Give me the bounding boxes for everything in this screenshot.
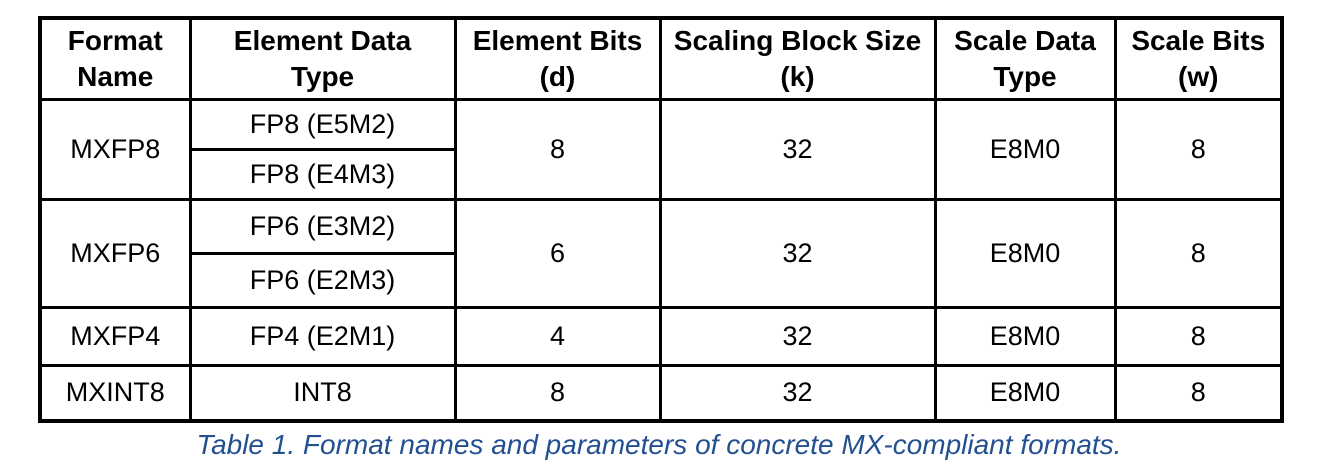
table-row-mxfp4: MXFP4 FP4 (E2M1) 4 32 E8M0 8 <box>38 305 1284 367</box>
header-line: (d) <box>539 60 576 92</box>
cell-scaling-block-size: 32 <box>658 305 937 367</box>
header-scale-bits: Scale Bits (w) <box>1113 16 1284 101</box>
header-line: Scaling Block Size <box>673 24 922 56</box>
cell-scaling-block-size: 32 <box>658 197 937 309</box>
cell-format-name: MXFP8 <box>38 97 192 201</box>
header-element-bits: Element Bits (d) <box>453 16 662 101</box>
cell-scaling-block-size: 32 <box>658 97 937 201</box>
cell-element-data-type: FP6 (E2M3) <box>188 251 457 309</box>
cell-element-bits: 8 <box>453 97 662 201</box>
cell-scale-bits: 8 <box>1113 305 1284 367</box>
cell-element-data-type: FP6 (E3M2) <box>188 197 457 255</box>
cell-element-data-type: FP8 (E4M3) <box>188 147 457 201</box>
table-subrow-mxfp6: FP6 (E2M3) <box>40 251 1282 309</box>
header-row: Format Name Element Data Type Element Bi… <box>38 16 1284 101</box>
cell-element-data-type: INT8 <box>188 363 457 423</box>
header-scale-data-type: Scale Data Type <box>933 16 1117 101</box>
header-line: Type <box>290 60 355 92</box>
cell-element-data-type: FP4 (E2M1) <box>188 305 457 367</box>
header-line: Scale Bits <box>1131 24 1266 56</box>
table-row-mxint8: MXINT8 INT8 8 32 E8M0 8 <box>38 363 1284 423</box>
header-scaling-block-size: Scaling Block Size (k) <box>658 16 937 101</box>
header-element-data-type: Element Data Type <box>188 16 457 101</box>
cell-format-name: MXINT8 <box>38 363 192 423</box>
header-format-name: Format Name <box>38 16 192 101</box>
header-line: (w) <box>1178 60 1219 92</box>
cell-format-name: MXFP6 <box>38 197 192 309</box>
mx-formats-table: Format Name Element Data Type Element Bi… <box>38 16 1284 423</box>
header-line: Element Data <box>233 24 412 56</box>
table-subrow-mxfp8: FP8 (E4M3) <box>40 147 1282 201</box>
table-row-mxfp6: MXFP6 FP6 (E3M2) 6 32 E8M0 8 <box>38 197 1284 309</box>
header-line: Element Bits <box>472 24 643 56</box>
cell-scale-data-type: E8M0 <box>933 197 1117 309</box>
cell-scale-data-type: E8M0 <box>933 97 1117 201</box>
header-line: Scale Data <box>954 24 1096 56</box>
table-caption: Table 1. Format names and parameters of … <box>196 429 1122 460</box>
cell-element-bits: 8 <box>453 363 662 423</box>
cell-scale-bits: 8 <box>1113 97 1284 201</box>
header-line: (k) <box>780 60 815 92</box>
cell-format-name: MXFP4 <box>38 305 192 367</box>
cell-element-bits: 6 <box>453 197 662 309</box>
cell-scale-bits: 8 <box>1113 197 1284 309</box>
table-row-mxfp8: MXFP8 FP8 (E5M2) 8 32 E8M0 8 <box>38 97 1284 201</box>
cell-scale-bits: 8 <box>1113 363 1284 423</box>
cell-element-bits: 4 <box>453 305 662 367</box>
header-line: Type <box>993 60 1057 92</box>
cell-element-data-type: FP8 (E5M2) <box>188 97 457 151</box>
cell-scale-data-type: E8M0 <box>933 305 1117 367</box>
header-line: Format <box>67 24 163 56</box>
header-line: Name <box>77 60 154 92</box>
cell-scaling-block-size: 32 <box>658 363 937 423</box>
cell-scale-data-type: E8M0 <box>933 363 1117 423</box>
